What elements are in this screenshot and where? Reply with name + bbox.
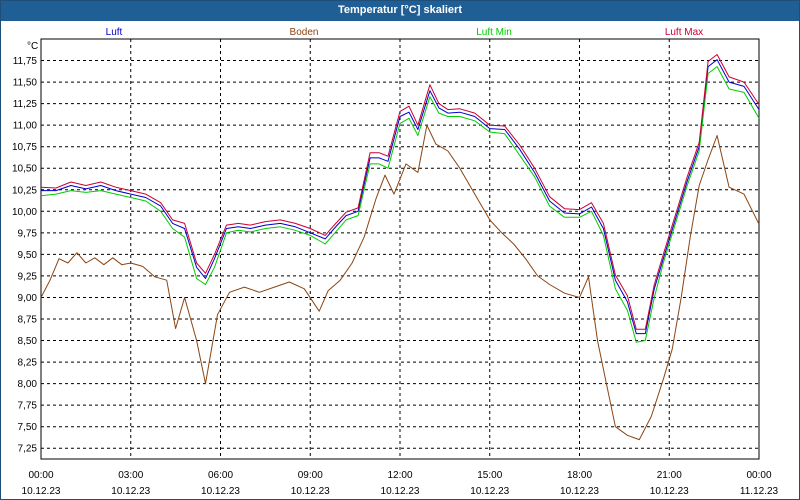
series-line-luft xyxy=(41,59,760,335)
x-tick-date: 10.12.23 xyxy=(291,486,330,497)
series-lines xyxy=(40,54,760,441)
legend-entry-boden: Boden xyxy=(290,27,319,38)
x-tick-date: 10.12.23 xyxy=(201,486,240,497)
x-tick-time: 15:00 xyxy=(477,470,502,481)
x-tick-time: 21:00 xyxy=(657,470,682,481)
y-tick-label: 8,75 xyxy=(18,315,38,326)
y-tick-label: 8,00 xyxy=(18,379,38,390)
x-tick-time: 09:00 xyxy=(298,470,323,481)
x-tick-time: 18:00 xyxy=(567,470,592,481)
x-tick-date: 10.12.23 xyxy=(560,486,599,497)
y-tick-label: 7,75 xyxy=(18,401,38,412)
x-tick-time: 06:00 xyxy=(208,470,233,481)
legend-entry-luft-max: Luft Max xyxy=(665,27,703,38)
y-tick-label: 11,25 xyxy=(13,99,38,110)
y-tick-label: 11,50 xyxy=(13,78,38,89)
y-tick-label: 8,25 xyxy=(18,358,38,369)
series-line-luft-min xyxy=(40,66,760,343)
legend-entry-luft-min: Luft Min xyxy=(476,27,512,38)
y-tick-label: 11,75 xyxy=(13,56,38,67)
chart-title: Temperatur [°C] skaliert xyxy=(1,1,799,21)
x-tick-time: 12:00 xyxy=(387,470,412,481)
grid xyxy=(41,39,759,459)
x-tick-date: 10.12.23 xyxy=(22,486,61,497)
y-tick-label: 7,25 xyxy=(18,444,38,455)
x-tick-date: 10.12.23 xyxy=(111,486,150,497)
x-tick-time: 00:00 xyxy=(28,470,53,481)
y-tick-label: 9,25 xyxy=(18,271,38,282)
y-tick-label: 8,50 xyxy=(18,336,38,347)
series-line-boden xyxy=(40,124,760,441)
x-tick-time: 03:00 xyxy=(118,470,143,481)
y-tick-label: 10,50 xyxy=(12,164,37,175)
y-tick-label: 9,75 xyxy=(18,228,38,239)
x-tick-date: 10.12.23 xyxy=(381,486,420,497)
y-tick-label: 10,00 xyxy=(12,207,37,218)
legend: Luft Boden Luft Min Luft Max xyxy=(106,27,704,38)
plot-area xyxy=(40,38,760,460)
x-tick-time: 00:00 xyxy=(746,470,771,481)
x-tick-date: 10.12.23 xyxy=(650,486,689,497)
series-line-luft-max xyxy=(40,54,760,330)
x-tick-date: 11.12.23 xyxy=(740,486,779,497)
y-tick-label: 7,50 xyxy=(18,422,38,433)
y-tick-label: 10,25 xyxy=(12,185,37,196)
legend-entry-luft: Luft xyxy=(106,27,123,38)
x-tick-date: 10.12.23 xyxy=(470,486,509,497)
x-axis-ticks: 00:00 10.12.23 03:00 10.12.23 06:00 10.12.23 0… xyxy=(22,470,779,497)
y-axis-ticks: 7,25 7,50 7,75 8,00 8,25 8,50 8,75 9,00 9,25 9,50… xyxy=(12,56,37,455)
y-tick-label: 10,75 xyxy=(12,142,37,153)
y-tick-label: 9,50 xyxy=(18,250,38,261)
y-tick-label: 11,00 xyxy=(13,121,38,132)
y-axis-unit-label: °C xyxy=(27,41,38,52)
y-tick-label: 9,00 xyxy=(18,293,38,304)
